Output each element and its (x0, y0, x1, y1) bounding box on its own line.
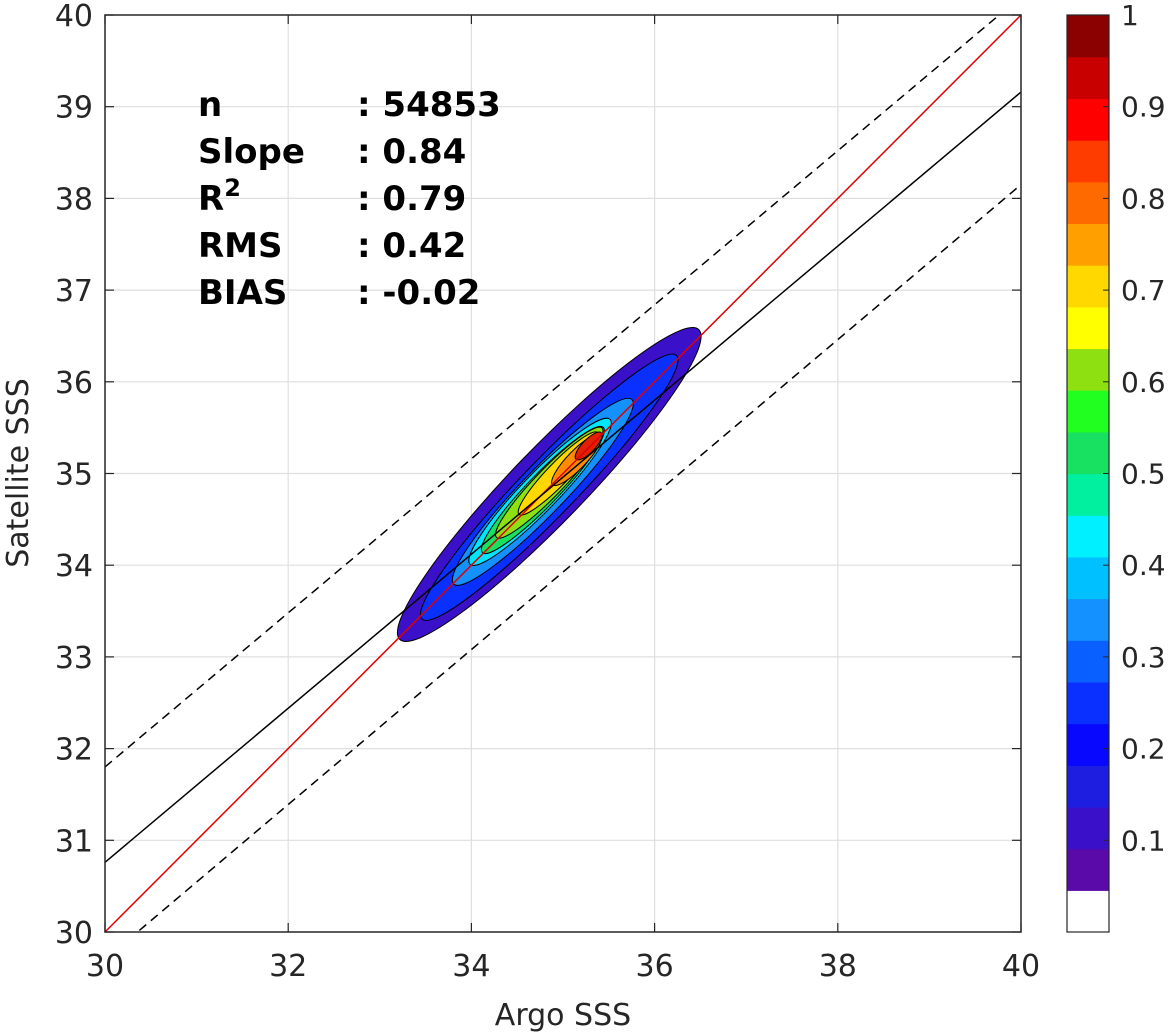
colorbar-bin (1067, 681, 1109, 725)
colorbar-tick-label: 0.7 (1121, 274, 1166, 307)
colorbar-bin (1067, 98, 1109, 141)
y-tick-label: 36 (55, 366, 93, 401)
colorbar-bin (1067, 723, 1109, 766)
offset-upper-line (105, 15, 1001, 768)
reference-lines (105, 15, 1021, 932)
colorbar-tick-label: 0.3 (1121, 641, 1166, 674)
axis-ticks: 30 32 34 36 38 40 30 31 32 33 34 35 36 37 38 39 40 (55, 0, 1040, 984)
y-tick-label: 34 (55, 549, 93, 584)
colorbar-tick-label: 0.5 (1121, 458, 1166, 491)
stat-value: : 54853 (357, 85, 501, 125)
y-tick-label: 39 (55, 91, 93, 126)
y-tick-label: 40 (55, 0, 93, 34)
colorbar-tick-label: 0.2 (1121, 733, 1166, 766)
x-tick-label: 34 (452, 949, 490, 984)
colorbar-bin (1067, 390, 1109, 433)
y-tick-label: 35 (55, 458, 93, 493)
stat-name: BIAS (198, 273, 287, 313)
colorbar-bin (1067, 765, 1109, 808)
colorbar-tick-label: 0.8 (1121, 182, 1166, 215)
x-tick-label: 32 (269, 949, 307, 984)
colorbar-tick-label: 0.9 (1121, 91, 1166, 124)
colorbar-bin (1067, 473, 1109, 516)
colorbar-bin (1067, 181, 1109, 225)
stat-value: : -0.02 (357, 273, 480, 313)
y-tick-label: 32 (55, 733, 93, 768)
regression-line (105, 91, 1021, 863)
colorbar-tick-label: 0.6 (1121, 366, 1166, 399)
colorbar-bin (1067, 556, 1109, 600)
y-axis-label: Satellite SSS (1, 378, 36, 568)
x-axis-label: Argo SSS (495, 998, 631, 1033)
colorbar-bin (1067, 140, 1109, 183)
stat-name: RMS (198, 226, 283, 266)
colorbar-bin (1067, 431, 1109, 475)
y-tick-label: 33 (55, 641, 93, 676)
colorbar-bin (1067, 56, 1109, 99)
x-tick-label: 30 (86, 949, 124, 984)
one-to-one-line (105, 15, 1021, 932)
stats-annotation: n : 54853 Slope : 0.84 R2 : 0.79 RMS : 0.42 BIAS… (198, 85, 501, 313)
y-tick-label: 31 (55, 824, 93, 859)
stat-value: : 0.84 (357, 132, 466, 172)
offset-lower-line (136, 184, 1021, 932)
colorbar-bin (1067, 598, 1109, 641)
colorbar-bin (1067, 515, 1109, 558)
colorbar-bin (1067, 265, 1109, 308)
colorbar-tick-label: 1 (1121, 0, 1139, 32)
colorbar-bin (1067, 223, 1109, 266)
stat-name: n (198, 85, 222, 125)
colorbar: 0.1 0.2 0.3 0.4 0.5 0.6 0.7 0.8 0.9 1 (1066, 0, 1166, 933)
stat-name: Slope (198, 132, 305, 172)
stat-value: : 0.42 (357, 226, 466, 266)
stat-name: R2 (198, 174, 241, 219)
grid (105, 15, 1021, 932)
x-tick-label: 38 (819, 949, 857, 984)
colorbar-bin (1067, 306, 1109, 350)
contour-level-0-85 (574, 431, 603, 461)
x-tick-label: 40 (1002, 949, 1040, 984)
x-tick-label: 36 (636, 949, 674, 984)
colorbar-bin (1067, 15, 1109, 58)
stat-value: : 0.79 (357, 179, 466, 219)
y-tick-label: 38 (55, 182, 93, 217)
colorbar-tick-label: 0.4 (1121, 549, 1166, 582)
colorbar-tick-label: 0.1 (1121, 824, 1166, 857)
colorbar-bin (1067, 890, 1109, 933)
colorbar-bin (1067, 640, 1109, 683)
colorbar-bin (1067, 806, 1109, 850)
colorbar-bin (1067, 848, 1109, 891)
y-tick-label: 37 (55, 274, 93, 309)
y-tick-label: 30 (55, 916, 93, 951)
colorbar-bin (1067, 348, 1109, 391)
